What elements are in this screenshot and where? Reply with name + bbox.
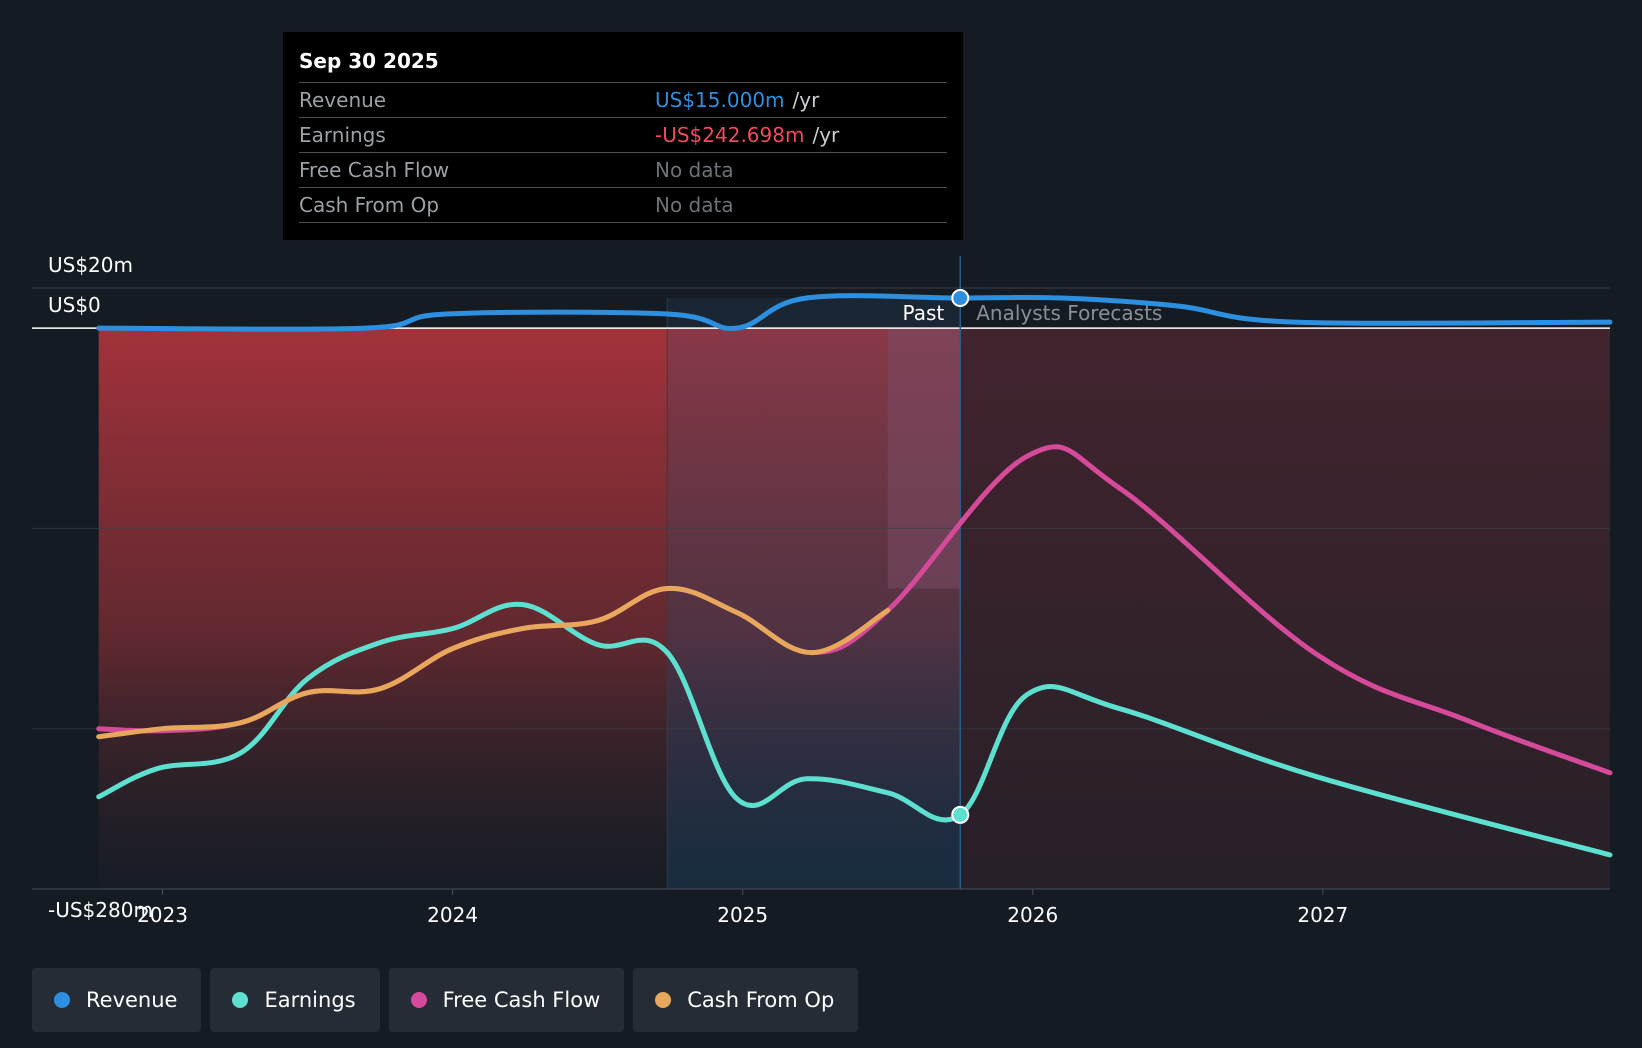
series-line-cfo — [96, 585, 891, 740]
tooltip-unit: /yr — [792, 88, 820, 112]
x-tick-label: 2027 — [1297, 903, 1348, 927]
tooltip-label: Earnings — [299, 123, 386, 147]
legend-label: Free Cash Flow — [442, 988, 601, 1012]
legend-label: Earnings — [264, 988, 356, 1012]
tooltip-row-revenue: Revenue US$15.000m /yr — [299, 82, 947, 117]
legend: Revenue Earnings Free Cash Flow Cash Fro… — [32, 968, 859, 1032]
highlight-overlap — [887, 328, 961, 589]
legend-item-earnings[interactable]: Earnings — [210, 968, 380, 1032]
tooltip-label: Free Cash Flow — [299, 158, 450, 182]
tooltip: Sep 30 2025 Revenue US$15.000m /yr Earni… — [283, 32, 963, 240]
forecast-label: Analysts Forecasts — [976, 301, 1162, 325]
y-label-top: US$20m — [48, 253, 133, 277]
legend-dot-icon — [232, 992, 249, 1008]
legend-item-revenue[interactable]: Revenue — [32, 968, 202, 1032]
tooltip-unit: /yr — [812, 123, 840, 147]
y-label-zero: US$0 — [48, 293, 101, 317]
forecast-area — [960, 328, 1610, 890]
past-label: Past — [903, 301, 945, 325]
x-tick-label: 2023 — [137, 903, 188, 927]
legend-item-free-cash-flow[interactable]: Free Cash Flow — [388, 968, 625, 1032]
tooltip-date: Sep 30 2025 — [299, 49, 439, 73]
tooltip-row-cfo: Cash From Op No data — [299, 187, 947, 223]
legend-label: Cash From Op — [687, 988, 835, 1012]
series-line-revenue — [96, 293, 1613, 332]
revenue-marker — [951, 289, 970, 308]
tooltip-label: Cash From Op — [299, 193, 440, 217]
legend-dot-icon — [54, 992, 70, 1008]
tooltip-rows: Revenue US$15.000m /yr Earnings -US$242.… — [299, 82, 947, 223]
tooltip-row-fcf: Free Cash Flow No data — [299, 152, 947, 187]
tooltip-value: US$15.000m — [655, 88, 785, 112]
tooltip-value: No data — [655, 158, 734, 182]
y-label-bottom: -US$280m — [48, 898, 153, 922]
tooltip-value: -US$242.698m — [655, 123, 805, 147]
legend-dot-icon — [655, 992, 672, 1008]
legend-label: Revenue — [86, 988, 178, 1012]
tooltip-row-earnings: Earnings -US$242.698m /yr — [299, 117, 947, 152]
x-tick-label: 2024 — [427, 903, 478, 927]
x-tick-label: 2025 — [717, 903, 768, 927]
earnings-marker — [951, 805, 970, 824]
tooltip-label: Revenue — [299, 88, 387, 112]
series-line-earnings — [96, 601, 1613, 858]
x-tick-label: 2026 — [1007, 903, 1058, 927]
tooltip-value: No data — [655, 193, 734, 217]
legend-item-cash-from-op[interactable]: Cash From Op — [633, 968, 859, 1032]
legend-dot-icon — [410, 992, 427, 1008]
